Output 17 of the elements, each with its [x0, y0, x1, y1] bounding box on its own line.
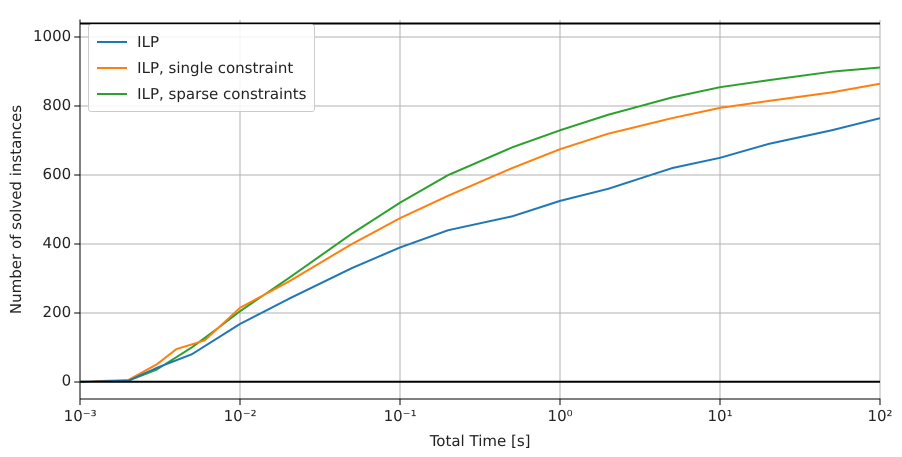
legend-label: ILP, sparse constraints: [137, 85, 306, 103]
x-tick-label: 10⁻³: [64, 406, 97, 425]
x-tick-label: 10¹: [707, 406, 733, 425]
y-tick-label: 400: [42, 234, 72, 252]
y-tick-label: 600: [42, 164, 72, 183]
y-tick-label: 200: [42, 302, 72, 321]
x-tick-label: 10⁻¹: [384, 406, 417, 425]
y-axis-title: Number of solved instances: [6, 104, 25, 314]
legend-label: ILP: [137, 33, 159, 51]
x-tick-label: 10²: [867, 406, 893, 425]
legend-label: ILP, single constraint: [137, 59, 294, 77]
y-tick-label: 0: [62, 372, 72, 390]
x-tick-label: 10⁻²: [224, 406, 257, 425]
x-axis-title: Total Time [s]: [428, 432, 530, 450]
x-tick-label: 10⁰: [548, 406, 573, 425]
y-tick-label: 1000: [32, 27, 72, 46]
y-tick-label: 800: [42, 96, 72, 114]
